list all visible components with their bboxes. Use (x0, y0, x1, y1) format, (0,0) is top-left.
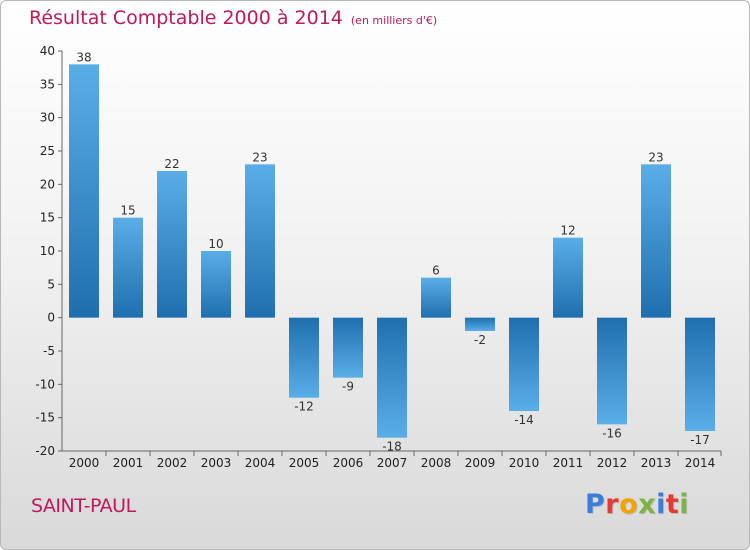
bar-2014 (685, 317, 715, 431)
value-label-2008: 6 (432, 264, 440, 278)
bar-2001 (113, 217, 143, 318)
chart-labels: 38 15 22 10 23 -12 -9 -18 6 -2 -14 12 -16 23 -17 (76, 50, 709, 453)
x-tick-label: 2007 (377, 456, 408, 470)
unit-label: (en milliers d'€) (350, 14, 438, 27)
bar-2010 (509, 317, 539, 411)
logo-letter: i (656, 489, 666, 520)
x-tick-label: 2006 (333, 456, 364, 470)
x-tick-label: 2004 (245, 456, 276, 470)
x-tick-label: 2011 (553, 456, 584, 470)
x-tick-label: 2005 (289, 456, 320, 470)
logo-letter: t (665, 489, 680, 520)
value-label-2005: -12 (294, 400, 314, 414)
y-tick-label: 10 (40, 244, 55, 258)
chart-title: Résultat Comptable 2000 à 2014 (en millie… (29, 7, 437, 29)
value-label-2000: 38 (76, 50, 91, 64)
chart-bars (69, 64, 715, 438)
value-label-2009: -2 (474, 333, 486, 347)
bar-2002 (157, 171, 187, 318)
y-tick-label: 35 (40, 77, 55, 91)
y-tick-label: 20 (40, 177, 55, 191)
value-label-2012: -16 (602, 426, 622, 440)
x-tick-label: 2009 (465, 456, 496, 470)
y-tick-label: 5 (47, 277, 55, 291)
bar-2004 (245, 164, 275, 318)
location-label: SAINT-PAUL (31, 495, 136, 517)
y-tick-label: 40 (40, 44, 55, 58)
bar-2011 (553, 237, 583, 318)
value-label-2011: 12 (560, 224, 575, 238)
y-tick-label: -15 (35, 411, 55, 425)
value-label-2013: 23 (648, 150, 663, 164)
y-tick-label: -20 (35, 444, 55, 458)
bar-2012 (597, 317, 627, 425)
y-tick-label: 0 (47, 311, 55, 325)
bar-2007 (377, 317, 407, 438)
chart-axes: 40 35 30 25 20 15 10 5 0 -5 -10 -15 -20 2000 2001 2002 2… (35, 44, 722, 470)
bar-2003 (201, 251, 231, 318)
value-label-2006: -9 (342, 380, 354, 394)
bar-2013 (641, 164, 671, 318)
y-tick-label: 30 (40, 111, 55, 125)
x-tick-label: 2003 (201, 456, 232, 470)
bar-2009 (465, 317, 495, 331)
x-tick-label: 2001 (113, 456, 144, 470)
bar-2006 (333, 317, 363, 378)
x-tick-label: 2014 (685, 456, 716, 470)
x-tick-label: 2012 (597, 456, 628, 470)
value-label-2014: -17 (690, 433, 710, 447)
value-label-2003: 10 (208, 237, 223, 251)
title-text: Résultat Comptable 2000 à 2014 (29, 7, 343, 29)
bar-2008 (421, 277, 451, 318)
bar-2000 (69, 64, 99, 318)
y-tick-label: -5 (43, 344, 55, 358)
x-tick-label: 2010 (509, 456, 540, 470)
logo-letter: o (619, 489, 639, 520)
value-label-2002: 22 (164, 157, 179, 171)
x-tick-label: 2002 (157, 456, 188, 470)
logo-letter: r (605, 489, 620, 520)
y-tick-label: -10 (35, 377, 55, 391)
x-tick-label: 2013 (641, 456, 672, 470)
x-tick-label: 2008 (421, 456, 452, 470)
logo-letter: P (585, 489, 606, 520)
y-tick-label: 15 (40, 211, 55, 225)
logo-letter: x (638, 489, 657, 520)
logo-letter: i (679, 489, 690, 520)
x-tick-label: 2000 (69, 456, 100, 470)
value-label-2007: -18 (382, 440, 402, 454)
value-label-2010: -14 (514, 413, 534, 427)
value-label-2004: 23 (252, 150, 267, 164)
y-tick-label: 25 (40, 144, 55, 158)
bar-2005 (289, 317, 319, 398)
value-label-2001: 15 (120, 204, 135, 218)
proxiti-logo: Proxiti (585, 489, 689, 520)
